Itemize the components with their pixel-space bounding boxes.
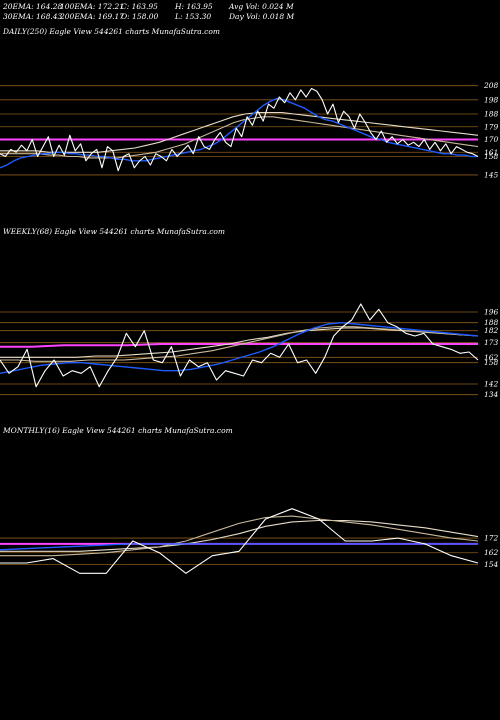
daily-ytick-label: 198: [484, 95, 499, 104]
monthly-ema-mid-line: [0, 515, 479, 557]
monthly-ytick-label: 154: [484, 560, 499, 569]
daily-ytick-label: 161: [484, 148, 498, 157]
daily-ytick-label: 145: [484, 170, 499, 179]
daily-ytick-label: 179: [484, 122, 499, 131]
header-open: O: 158.00: [121, 12, 159, 21]
monthly-price-line: [0, 508, 479, 574]
daily-ytick-label: 158: [484, 152, 499, 161]
weekly-ytick-label: 158: [484, 358, 499, 367]
daily-ytick-label: 170: [484, 135, 499, 144]
daily-panel-title: DAILY(250) Eagle View 544261 charts Muna…: [3, 27, 220, 36]
header-avg-vol: Avg Vol: 0.024 M: [229, 2, 294, 11]
monthly-ytick-label: 172: [484, 534, 499, 543]
weekly-panel-title: WEEKLY(68) Eagle View 544261 charts Muna…: [3, 227, 226, 236]
header-day-vol: Day Vol: 0.018 M: [229, 12, 295, 21]
weekly-ytick-label: 182: [484, 326, 499, 335]
header-30ema: 30EMA: 168.43: [3, 12, 63, 21]
daily-ema-mid-line: [0, 116, 479, 159]
daily-ema-slow-line: [0, 112, 479, 153]
daily-ytick-label: 208: [483, 81, 499, 90]
header-20ema: 20EMA: 164.28: [3, 2, 63, 11]
monthly-ema-slow-line: [0, 519, 479, 552]
monthly-panel-title: MONTHLY(16) Eagle View 544261 charts Mun…: [3, 426, 233, 435]
header-close: C: 163.95: [121, 2, 158, 11]
weekly-ytick-label: 134: [484, 390, 499, 399]
monthly-ema-fast-line: [0, 543, 478, 551]
header-200ema: 200EMA: 169.17: [60, 12, 125, 21]
daily-price-line: [0, 87, 479, 172]
weekly-ytick-label: 196: [484, 308, 499, 317]
daily-ytick-label: 188: [484, 110, 499, 119]
weekly-ytick-label: 173: [484, 338, 499, 347]
weekly-ytick-label: 142: [484, 380, 499, 389]
weekly-ytick-label: 162: [484, 353, 499, 362]
daily-ema-fast-line: [0, 97, 478, 169]
weekly-ytick-label: 188: [484, 318, 499, 327]
weekly-ema-mid-line: [0, 326, 479, 362]
monthly-ytick-label: 162: [484, 548, 499, 557]
header-100ema: 100EMA: 172.21: [60, 2, 125, 11]
weekly-ema-long-line: [0, 343, 478, 348]
weekly-price-line: [0, 303, 479, 388]
header-high: H: 163.95: [175, 2, 213, 11]
header-low: L: 153.30: [175, 12, 212, 21]
